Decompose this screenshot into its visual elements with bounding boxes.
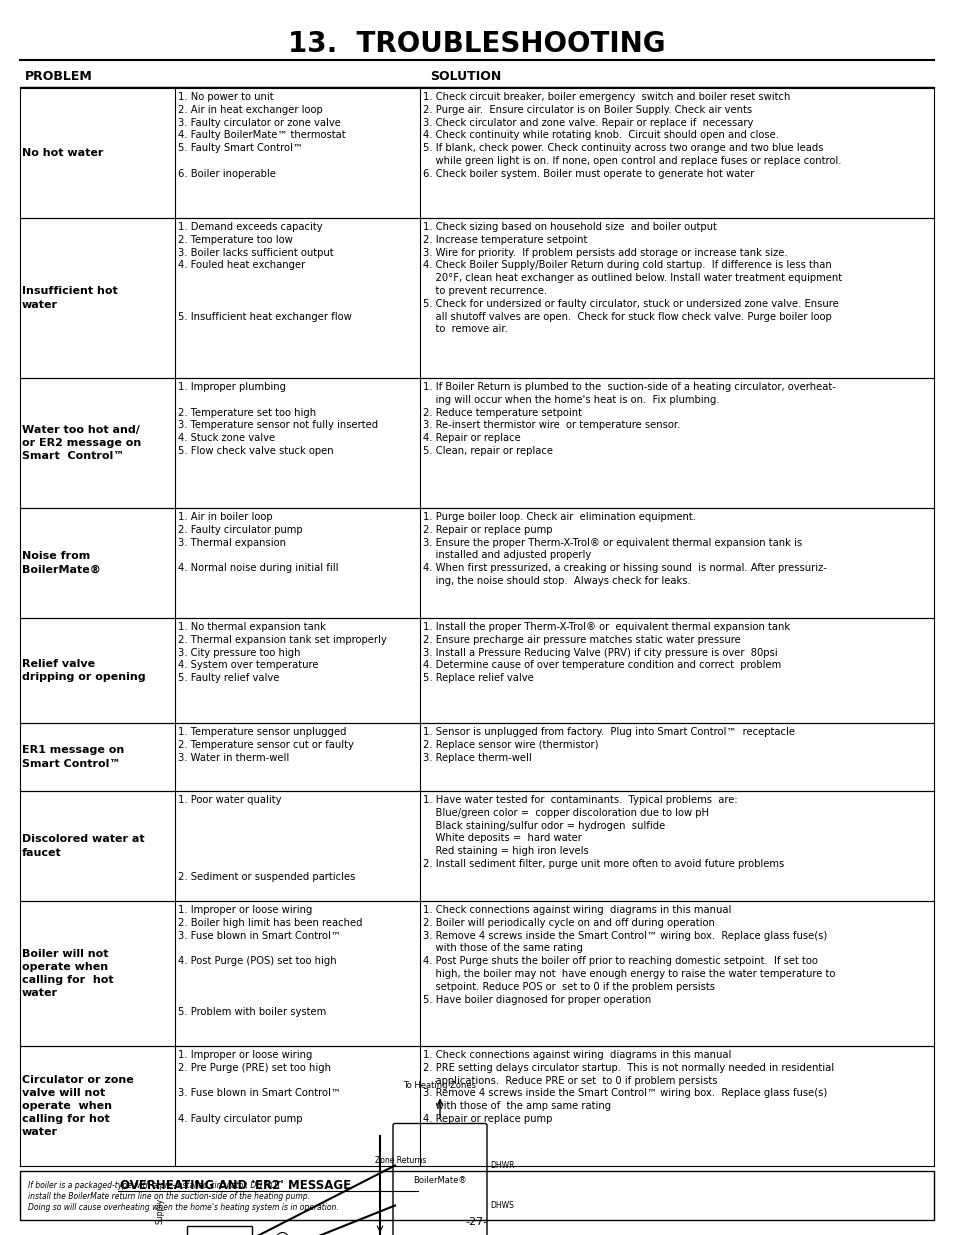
Text: No hot water: No hot water [22,148,103,158]
Text: 1. If Boiler Return is plumbed to the  suction-side of a heating circulator, ove: 1. If Boiler Return is plumbed to the su… [422,382,835,456]
Text: -27-: -27- [465,1216,488,1228]
Bar [20,1171,933,1220]
Text: To Heating Zones: To Heating Zones [403,1082,476,1091]
Text: 1. Check connections against wiring  diagrams in this manual
2. Boiler will peri: 1. Check connections against wiring diag… [422,905,835,1004]
Text: 1. Improper or loose wiring
2. Boiler high limit has been reached
3. Fuse blown : 1. Improper or loose wiring 2. Boiler hi… [178,905,362,1018]
Text: Discolored water at
faucet: Discolored water at faucet [22,835,145,857]
Bar [188,1225,253,1235]
Text: 1. Check sizing based on household size  and boiler output
2. Increase temperatu: 1. Check sizing based on household size … [422,222,841,335]
Text: 1. Temperature sensor unplugged
2. Temperature sensor cut or faulty
3. Water in : 1. Temperature sensor unplugged 2. Tempe… [178,727,354,762]
Text: Water too hot and/
or ER2 message on
Smart  Control™: Water too hot and/ or ER2 message on Sma… [22,425,141,461]
Text: 1. Improper or loose wiring
2. Pre Purge (PRE) set too high

3. Fuse blown in Sm: 1. Improper or loose wiring 2. Pre Purge… [178,1050,340,1124]
Text: 13.  TROUBLESHOOTING: 13. TROUBLESHOOTING [288,30,665,58]
Text: Supply: Supply [155,1198,164,1224]
Text: 1. Check circuit breaker, boiler emergency  switch and boiler reset switch
2. Pu: 1. Check circuit breaker, boiler emergen… [422,91,841,179]
Text: 1. Demand exceeds capacity
2. Temperature too low
3. Boiler lacks sufficient out: 1. Demand exceeds capacity 2. Temperatur… [178,222,352,321]
Text: OVERHEATING AND 'ER2' MESSAGE: OVERHEATING AND 'ER2' MESSAGE [120,1179,351,1192]
Text: DHWS: DHWS [490,1200,514,1210]
Text: 1. Air in boiler loop
2. Faulty circulator pump
3. Thermal expansion

4. Normal : 1. Air in boiler loop 2. Faulty circulat… [178,513,338,573]
Text: Noise from
BoilerMate®: Noise from BoilerMate® [22,551,101,574]
Text: 1. Check connections against wiring  diagrams in this manual
2. PRE setting dela: 1. Check connections against wiring diag… [422,1050,833,1124]
Text: Zone Returns: Zone Returns [375,1156,426,1165]
Text: Boiler will not
operate when
calling for  hot
water: Boiler will not operate when calling for… [22,948,113,998]
Text: 1. Improper plumbing

2. Temperature set too high
3. Temperature sensor not full: 1. Improper plumbing 2. Temperature set … [178,382,377,456]
Text: 1. Purge boiler loop. Check air  elimination equipment.
2. Repair or replace pum: 1. Purge boiler loop. Check air eliminat… [422,513,826,585]
Text: 1. Install the proper Therm-X-Trol® or  equivalent thermal expansion tank
2. Ens: 1. Install the proper Therm-X-Trol® or e… [422,622,789,683]
Text: SOLUTION: SOLUTION [430,70,500,83]
Text: BoilerMate®: BoilerMate® [413,1176,466,1186]
Text: 1. No power to unit
2. Air in heat exchanger loop
3. Faulty circulator or zone v: 1. No power to unit 2. Air in heat excha… [178,91,345,179]
Text: Relief valve
dripping or opening: Relief valve dripping or opening [22,659,146,682]
Text: Circulator or zone
valve will not
operate  when
calling for hot
water: Circulator or zone valve will not operat… [22,1074,133,1137]
Text: ER1 message on
Smart Control™: ER1 message on Smart Control™ [22,746,124,768]
Text: 1. Have water tested for  contaminants.  Typical problems  are:
    Blue/green c: 1. Have water tested for contaminants. T… [422,795,783,869]
Text: 1. No thermal expansion tank
2. Thermal expansion tank set improperly
3. City pr: 1. No thermal expansion tank 2. Thermal … [178,622,386,683]
Text: 1. Sensor is unplugged from factory.  Plug into Smart Control™  receptacle
2. Re: 1. Sensor is unplugged from factory. Plu… [422,727,794,762]
Text: If boiler is a packaged-type with a pre-installed circulator, DO NOT
install the: If boiler is a packaged-type with a pre-… [28,1181,338,1212]
Text: PROBLEM: PROBLEM [25,70,92,83]
Text: Insufficient hot
water: Insufficient hot water [22,287,117,310]
Text: 1. Poor water quality





2. Sediment or suspended particles: 1. Poor water quality 2. Sediment or sus… [178,795,355,882]
Text: DHWR: DHWR [490,1161,514,1170]
